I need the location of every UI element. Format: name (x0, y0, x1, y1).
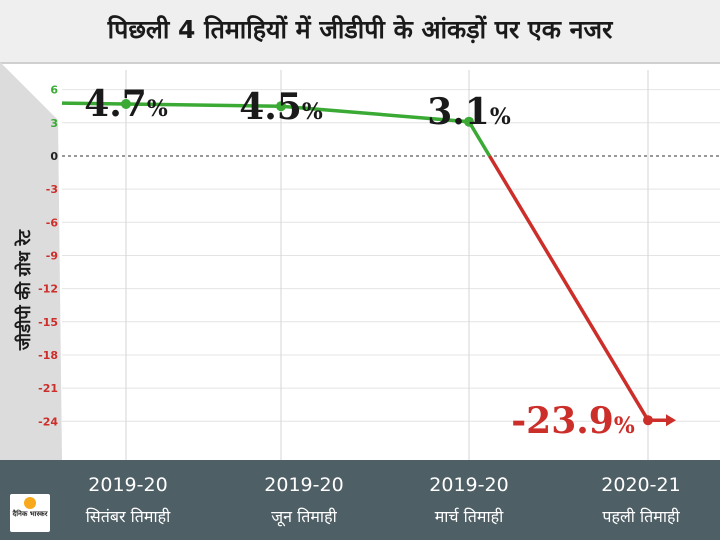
y-tick-label: 6 (50, 84, 58, 97)
x-tick-year: 2020-21 (601, 474, 680, 496)
chart-title: पिछली 4 तिमाहियों में जीडीपी के आंकड़ों … (107, 15, 613, 44)
category-band (0, 460, 720, 540)
y-tick-label: -9 (46, 249, 58, 262)
value-label: 4.5% (239, 86, 323, 128)
series-line-negative (488, 155, 668, 422)
data-point (643, 415, 653, 426)
y-axis-label: जीडीपी की ग्रोथ रेट (14, 228, 35, 351)
y-tick-label: -3 (46, 183, 58, 196)
y-tick-label: 0 (50, 150, 58, 163)
title-bar: पिछली 4 तिमाहियों में जीडीपी के आंकड़ों … (0, 0, 720, 64)
y-tick-label: 3 (50, 117, 58, 130)
data-point (464, 116, 474, 127)
value-label: -23.9% (511, 400, 635, 442)
x-tick-quarter: जून तिमाही (271, 507, 337, 527)
y-tick-label: -21 (38, 382, 58, 395)
y-tick-label: -6 (46, 216, 59, 229)
x-tick-quarter: सितंबर तिमाही (86, 507, 171, 526)
logo-text: दैनिक भास्कर (12, 510, 48, 518)
x-tick-year: 2019-20 (88, 474, 167, 496)
dainik-bhaskar-logo: दैनिक भास्कर (10, 494, 50, 532)
logo-sun-icon (24, 497, 36, 509)
y-tick-label: -12 (38, 283, 58, 296)
data-point (121, 99, 131, 110)
arrow-head (666, 414, 676, 427)
value-label: 4.7% (84, 83, 168, 125)
y-tick-label: -24 (38, 415, 58, 428)
y-tick-label: -18 (38, 349, 58, 362)
data-point (276, 101, 286, 112)
y-axis-band (0, 62, 62, 460)
y-tick-label: -15 (38, 316, 58, 329)
value-label: 3.1% (427, 91, 511, 133)
x-tick-year: 2019-20 (429, 474, 508, 496)
x-tick-quarter: मार्च तिमाही (435, 507, 504, 526)
x-tick-year: 2019-20 (264, 474, 343, 496)
x-tick-quarter: पहली तिमाही (602, 507, 680, 526)
